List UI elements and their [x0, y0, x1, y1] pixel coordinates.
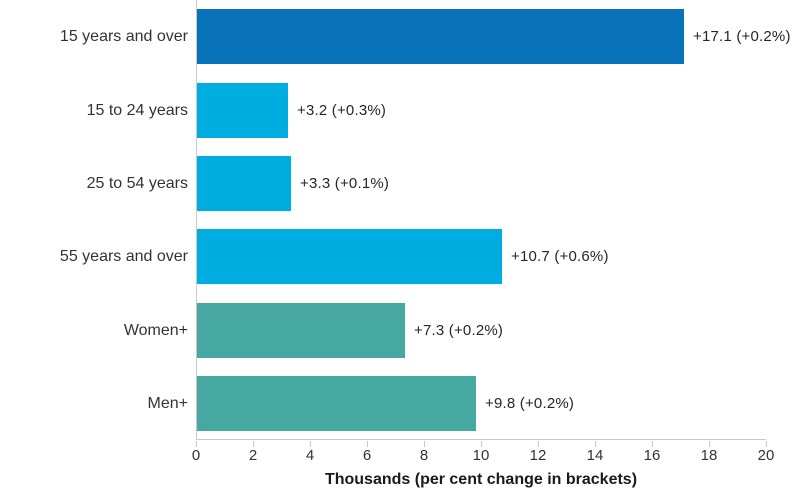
category-label: 15 to 24 years [86, 101, 188, 119]
x-tick-mark [481, 441, 482, 447]
x-tick-label: 20 [757, 447, 775, 464]
category-label: Women+ [123, 321, 188, 339]
x-tick-mark [595, 441, 596, 447]
x-tick-label: 18 [700, 447, 718, 464]
bar-value-label: +10.7 (+0.6%) [511, 248, 609, 265]
bar-value-label: +3.2 (+0.3%) [297, 102, 387, 119]
x-tick-mark [310, 441, 311, 447]
x-tick-label: 2 [248, 447, 258, 464]
bar-value-label: +3.3 (+0.1%) [300, 175, 390, 192]
x-tick-mark [538, 441, 539, 447]
x-tick-mark [709, 441, 710, 447]
bar [197, 156, 291, 211]
bar [197, 303, 405, 358]
x-tick-label: 12 [529, 447, 547, 464]
x-tick-mark [766, 441, 767, 447]
x-tick-mark [253, 441, 254, 447]
x-tick-label: 8 [419, 447, 429, 464]
bar [197, 9, 684, 64]
x-tick-label: 0 [191, 447, 201, 464]
x-tick-mark [367, 441, 368, 447]
x-tick-label: 10 [472, 447, 490, 464]
x-axis-title: Thousands (per cent change in brackets) [324, 471, 638, 488]
bar [197, 376, 476, 431]
x-tick-label: 14 [586, 447, 604, 464]
category-label: 55 years and over [59, 247, 188, 265]
x-tick-mark [196, 441, 197, 447]
category-label: Men+ [147, 394, 188, 412]
x-tick-mark [424, 441, 425, 447]
x-tick-mark [652, 441, 653, 447]
category-label: 15 years and over [59, 27, 188, 45]
bar-value-label: +7.3 (+0.2%) [414, 322, 504, 339]
x-tick-label: 16 [643, 447, 661, 464]
category-label: 25 to 54 years [86, 174, 188, 192]
plot-area: +17.1 (+0.2%) +3.2 (+0.3%) +3.3 (+0.1%) +10… [196, 0, 790, 440]
bar-value-label: +17.1 (+0.2%) [693, 28, 791, 45]
bar-value-label: +9.8 (+0.2%) [485, 395, 575, 412]
category-axis: 15 years and over 15 to 24 years 25 to 54 … [0, 0, 188, 440]
bar [197, 83, 288, 138]
bar [197, 229, 502, 284]
x-tick-label: 4 [305, 447, 315, 464]
x-tick-label: 6 [362, 447, 372, 464]
